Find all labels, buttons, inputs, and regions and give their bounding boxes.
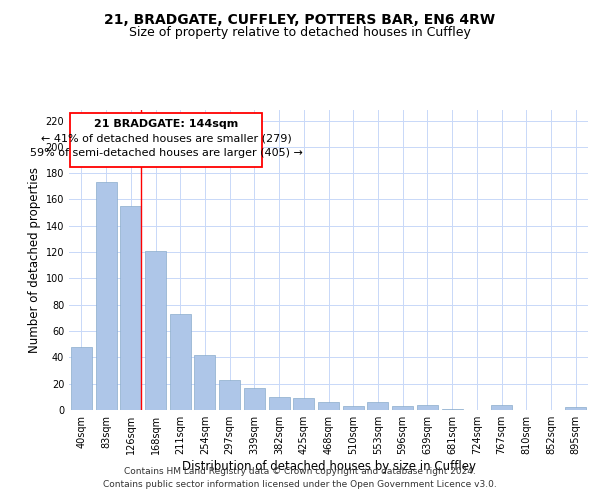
Text: Size of property relative to detached houses in Cuffley: Size of property relative to detached ho… (129, 26, 471, 39)
Bar (145, 251, 166, 410)
Y-axis label: Number of detached properties: Number of detached properties (28, 167, 41, 353)
Bar (244, 388, 265, 410)
Text: 21, BRADGATE, CUFFLEY, POTTERS BAR, EN6 4RW: 21, BRADGATE, CUFFLEY, POTTERS BAR, EN6 … (104, 12, 496, 26)
Bar (120, 206, 141, 410)
Bar (194, 354, 215, 410)
Bar (170, 314, 191, 410)
Bar (318, 402, 339, 410)
Bar (442, 408, 463, 410)
Bar (392, 406, 413, 410)
Bar (71, 347, 92, 410)
Bar (417, 404, 438, 410)
Text: 59% of semi-detached houses are larger (405) →: 59% of semi-detached houses are larger (… (29, 148, 302, 158)
Text: Contains HM Land Registry data © Crown copyright and database right 2024.
Contai: Contains HM Land Registry data © Crown c… (103, 468, 497, 489)
X-axis label: Distribution of detached houses by size in Cuffley: Distribution of detached houses by size … (182, 460, 476, 473)
Bar (269, 397, 290, 410)
Bar (565, 408, 586, 410)
Text: 21 BRADGATE: 144sqm: 21 BRADGATE: 144sqm (94, 119, 238, 129)
FancyBboxPatch shape (70, 112, 262, 166)
Bar (367, 402, 388, 410)
Text: ← 41% of detached houses are smaller (279): ← 41% of detached houses are smaller (27… (41, 134, 292, 143)
Bar (343, 406, 364, 410)
Bar (219, 380, 240, 410)
Bar (491, 404, 512, 410)
Bar (95, 182, 116, 410)
Bar (293, 398, 314, 410)
